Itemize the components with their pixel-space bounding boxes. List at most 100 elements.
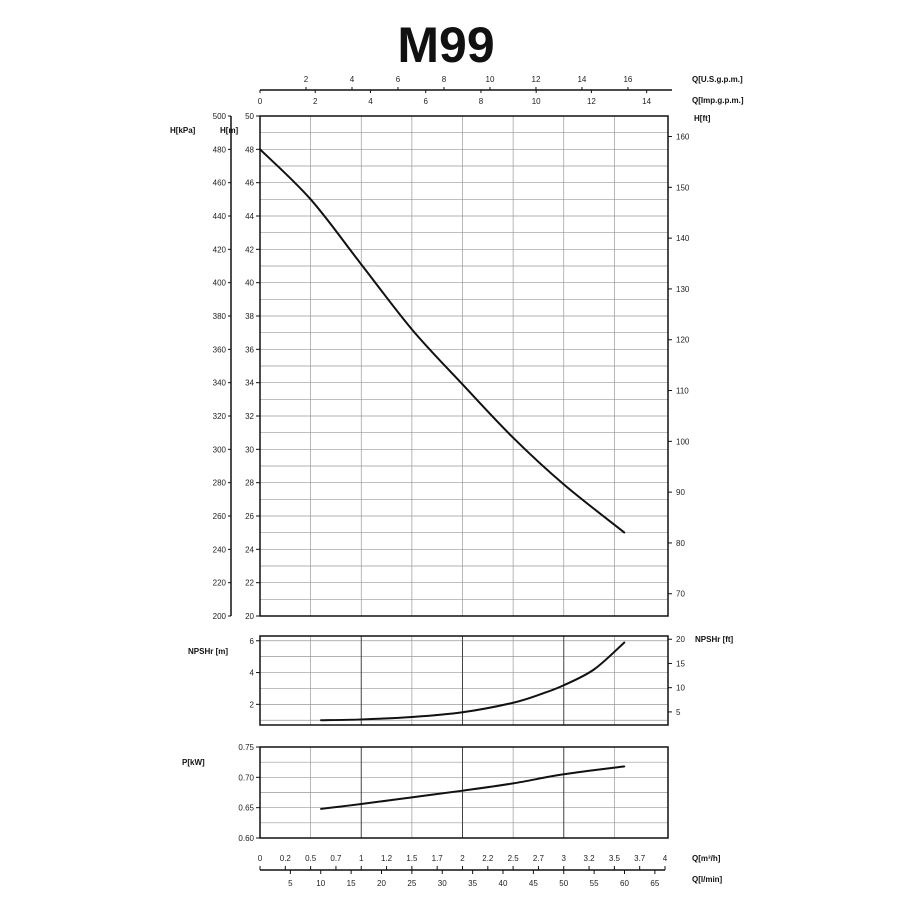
kpa-tick-label: 380 [213, 312, 227, 321]
head-frame [259, 115, 669, 617]
head-y-tick-label: 48 [245, 145, 254, 154]
us-gpm-tick-label: 14 [577, 75, 586, 84]
head-curve [259, 148, 626, 534]
kpa-tick-label: 480 [213, 145, 227, 154]
m3h-tick-label: 1.7 [432, 854, 444, 863]
head-ft-tick-label: 80 [676, 539, 685, 548]
m3h-tick-label: 3.5 [609, 854, 621, 863]
npsh-ft-tick-label: 5 [676, 708, 681, 717]
head-ft-tick-label: 160 [676, 133, 690, 142]
lmin-tick-label: 20 [377, 879, 386, 888]
head-y-tick-label: 50 [245, 112, 254, 121]
us-gpm-tick-label: 16 [623, 75, 632, 84]
us-gpm-axis-label: Q[U.S.g.p.m.] [692, 75, 743, 84]
head-y-tick-label: 38 [245, 312, 254, 321]
npsh-data-point [360, 718, 363, 721]
lmin-tick-label: 60 [620, 879, 629, 888]
kpa-tick-label: 220 [213, 579, 227, 588]
kpa-tick-label: 240 [213, 545, 227, 554]
npsh-frame [259, 635, 669, 726]
lmin-tick-label: 10 [316, 879, 325, 888]
head-ft-tick-label: 120 [676, 336, 690, 345]
m3h-tick-label: 2.2 [482, 854, 494, 863]
kpa-axis-label: H[kPa] [170, 126, 196, 135]
npsh-data-point [542, 692, 545, 695]
head-ft-axis-label: H[ft] [694, 114, 711, 123]
head-ft-tick-label: 110 [676, 387, 689, 396]
npsh-data-point [461, 711, 464, 714]
head-ft-tick-label: 90 [676, 488, 685, 497]
m3h-tick-label: 1.5 [406, 854, 418, 863]
npsh-data-point [593, 668, 595, 671]
m3h-tick-label: 2.7 [533, 854, 545, 863]
head-y-axis-label: H[m] [220, 126, 239, 135]
m3h-tick-label: 1.2 [381, 854, 393, 863]
m3h-tick-label: 2 [460, 854, 465, 863]
npsh-data-point [562, 684, 565, 687]
power-y-tick-label: 0.60 [238, 834, 254, 843]
head-ft-tick-label: 130 [676, 285, 690, 294]
power-data-point [562, 773, 565, 776]
chart-title: M99 [397, 17, 494, 73]
imp-gpm-tick-label: 0 [258, 97, 263, 106]
head-data-point [309, 198, 312, 201]
imp-gpm-tick-label: 4 [368, 97, 373, 106]
m3h-tick-label: 0 [258, 854, 263, 863]
m3h-tick-label: 0.7 [330, 854, 342, 863]
head-y-tick-label: 46 [245, 179, 254, 188]
m3h-axis-label: Q[m³/h] [692, 854, 721, 863]
power-data-point [512, 782, 514, 785]
npsh-data-point [623, 641, 626, 644]
power-y-tick-label: 0.65 [238, 804, 254, 813]
head-y-tick-label: 20 [245, 612, 254, 621]
head-y-tick-label: 30 [245, 445, 254, 454]
power-y-tick-label: 0.75 [238, 743, 254, 752]
m3h-tick-label: 3 [562, 854, 567, 863]
us-gpm-tick-label: 6 [396, 75, 401, 84]
imp-gpm-tick-label: 6 [423, 97, 428, 106]
m3h-tick-label: 2.5 [508, 854, 520, 863]
head-ft-tick-label: 70 [676, 590, 685, 599]
kpa-tick-label: 320 [213, 412, 227, 421]
head-data-point [411, 328, 413, 331]
head-y-tick-label: 32 [245, 412, 254, 421]
head-y-tick-label: 36 [245, 345, 254, 354]
kpa-tick-label: 420 [213, 245, 227, 254]
imp-gpm-tick-label: 12 [587, 97, 596, 106]
head-y-tick-label: 42 [245, 245, 254, 254]
npsh-y-axis-label: NPSHr [m] [188, 647, 228, 656]
m3h-tick-label: 0.2 [280, 854, 292, 863]
kpa-tick-label: 200 [213, 612, 227, 621]
lmin-axis-label: Q[l/min] [692, 875, 723, 884]
lmin-tick-label: 65 [650, 879, 659, 888]
lmin-tick-label: 35 [468, 879, 477, 888]
npsh-data-point [319, 719, 322, 722]
power-y-axis-label: P[kW] [182, 758, 205, 767]
m3h-tick-label: 1 [359, 854, 364, 863]
head-y-tick-label: 34 [245, 379, 254, 388]
imp-gpm-axis-label: Q[Imp.g.p.m.] [692, 96, 744, 105]
kpa-tick-label: 440 [213, 212, 227, 221]
head-data-point [623, 531, 626, 534]
m3h-tick-label: 0.5 [305, 854, 317, 863]
head-data-point [562, 483, 565, 486]
npsh-curve [320, 641, 626, 722]
power-data-point [623, 765, 626, 768]
lmin-tick-label: 30 [438, 879, 447, 888]
head-y-tick-label: 26 [245, 512, 254, 521]
npsh-ft-tick-label: 15 [676, 659, 685, 668]
us-gpm-tick-label: 12 [532, 75, 541, 84]
us-gpm-tick-label: 10 [486, 75, 495, 84]
npsh-data-point [411, 716, 413, 718]
power-frame [259, 746, 669, 839]
us-gpm-tick-label: 4 [350, 75, 355, 84]
head-y-tick-label: 40 [245, 279, 254, 288]
kpa-tick-label: 400 [213, 279, 227, 288]
npsh-y-tick-label: 6 [250, 637, 255, 646]
power-curve [320, 765, 625, 810]
kpa-tick-label: 500 [213, 112, 227, 121]
m3h-tick-label: 3.7 [634, 854, 646, 863]
head-y-tick-label: 22 [245, 579, 254, 588]
lmin-tick-label: 25 [407, 879, 416, 888]
